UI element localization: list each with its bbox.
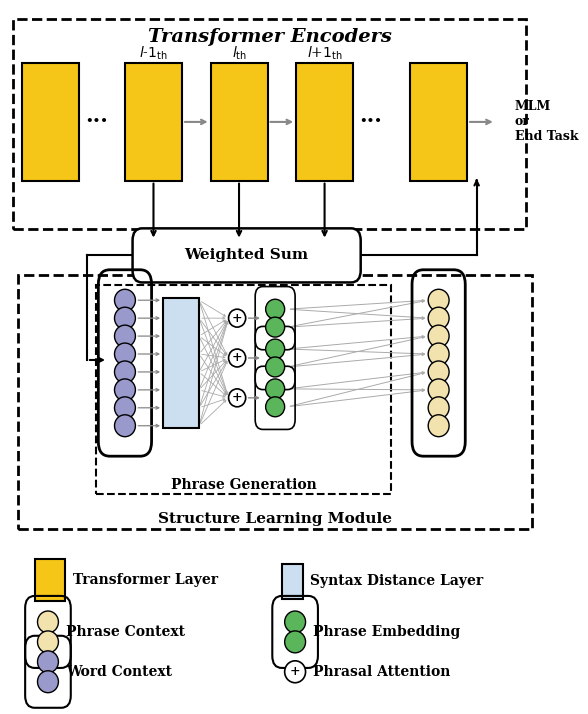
Ellipse shape (38, 670, 58, 693)
Ellipse shape (428, 415, 449, 437)
Text: Phrase Context: Phrase Context (66, 625, 185, 639)
Ellipse shape (428, 289, 449, 311)
Text: Structure Learning Module: Structure Learning Module (158, 513, 392, 526)
Ellipse shape (266, 339, 285, 359)
Text: Transformer Encoders: Transformer Encoders (148, 29, 392, 46)
Ellipse shape (266, 299, 285, 319)
Ellipse shape (285, 611, 306, 633)
Text: Syntax Distance Layer: Syntax Distance Layer (310, 574, 483, 588)
FancyBboxPatch shape (410, 63, 467, 181)
Ellipse shape (266, 379, 285, 399)
Ellipse shape (285, 631, 306, 653)
FancyBboxPatch shape (296, 63, 353, 181)
Text: +: + (232, 391, 242, 404)
Text: $l_{\rm th}$: $l_{\rm th}$ (232, 44, 246, 62)
Text: ···: ··· (359, 111, 382, 133)
Text: +: + (232, 351, 242, 364)
Ellipse shape (115, 415, 135, 437)
Ellipse shape (428, 361, 449, 383)
Text: Phrase Embedding: Phrase Embedding (313, 625, 460, 639)
Ellipse shape (266, 397, 285, 417)
Ellipse shape (266, 357, 285, 377)
FancyBboxPatch shape (163, 298, 199, 428)
Ellipse shape (428, 307, 449, 329)
FancyBboxPatch shape (35, 559, 65, 601)
Ellipse shape (428, 379, 449, 401)
Ellipse shape (115, 325, 135, 347)
Text: +: + (290, 665, 300, 678)
FancyBboxPatch shape (132, 228, 360, 283)
Text: MLM
or
End Task: MLM or End Task (514, 101, 578, 144)
Ellipse shape (38, 651, 58, 673)
Ellipse shape (38, 611, 58, 633)
Ellipse shape (115, 343, 135, 365)
Ellipse shape (115, 289, 135, 311)
Ellipse shape (428, 325, 449, 347)
Ellipse shape (428, 397, 449, 418)
Ellipse shape (115, 397, 135, 418)
Ellipse shape (285, 661, 306, 683)
Text: Word Context: Word Context (66, 665, 172, 679)
Ellipse shape (229, 309, 246, 327)
Text: Weighted Sum: Weighted Sum (185, 248, 309, 263)
Text: Phrase Generation: Phrase Generation (171, 478, 317, 491)
Ellipse shape (229, 349, 246, 367)
Text: +: + (232, 311, 242, 325)
Text: ···: ··· (85, 111, 108, 133)
Text: $l$+$1_{\rm th}$: $l$+$1_{\rm th}$ (307, 44, 342, 62)
FancyBboxPatch shape (125, 63, 182, 181)
Ellipse shape (428, 343, 449, 365)
Text: Phrasal Attention: Phrasal Attention (313, 665, 450, 679)
Ellipse shape (266, 317, 285, 337)
FancyBboxPatch shape (22, 63, 79, 181)
Text: $l$-$1_{\rm th}$: $l$-$1_{\rm th}$ (139, 44, 168, 62)
Ellipse shape (229, 389, 246, 407)
Ellipse shape (115, 307, 135, 329)
Ellipse shape (115, 379, 135, 401)
Text: Transformer Layer: Transformer Layer (73, 573, 218, 587)
Ellipse shape (115, 361, 135, 383)
FancyBboxPatch shape (211, 63, 268, 181)
Ellipse shape (38, 631, 58, 653)
FancyBboxPatch shape (282, 564, 303, 599)
